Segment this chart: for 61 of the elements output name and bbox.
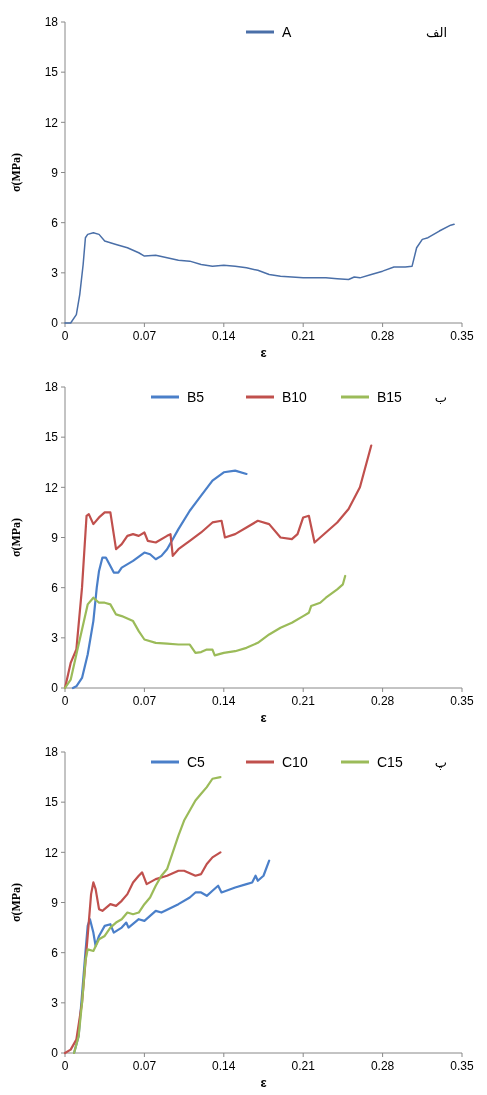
y-tick-label: 9 (51, 530, 59, 545)
x-tick-label: 0 (61, 694, 69, 708)
y-tick-label: 15 (44, 795, 59, 810)
y-tick-label: 18 (44, 15, 59, 30)
x-tick-label: 0.28 (370, 1059, 395, 1073)
y-tick-label: 3 (51, 996, 59, 1011)
y-tick-label: 15 (44, 65, 59, 80)
y-tick-label: 12 (44, 845, 59, 860)
legend-label: C10 (282, 753, 308, 770)
x-tick-label: 0.07 (132, 694, 157, 708)
y-tick-label: 3 (51, 631, 59, 646)
x-tick-label: 0.14 (212, 694, 236, 708)
y-tick-label: 0 (51, 1046, 59, 1061)
x-tick-label: 0.21 (291, 329, 316, 343)
line-series (63, 574, 347, 690)
x-tick-label: 0.35 (450, 329, 474, 343)
legend-label: B10 (282, 388, 308, 405)
y-tick-label: 18 (44, 745, 59, 760)
y-tick-label: 12 (44, 115, 59, 130)
legend-label: C5 (187, 753, 206, 770)
x-tick-label: 0.28 (370, 694, 395, 708)
y-tick-label: 18 (44, 380, 59, 395)
line-series (72, 775, 222, 1055)
y-tick-label: 9 (51, 895, 59, 910)
y-tick-label: 3 (51, 266, 59, 281)
x-tick-label: 0.07 (132, 1059, 157, 1073)
x-tick-label: 0.14 (212, 1059, 236, 1073)
y-tick-label: 0 (51, 681, 59, 696)
x-tick-label: 0.35 (450, 1059, 474, 1073)
annotation: ب (434, 389, 447, 405)
x-tick-label: 0.35 (450, 694, 474, 708)
annotation: پ (434, 754, 447, 770)
x-tick-label: 0.07 (132, 329, 157, 343)
y-tick-label: 6 (51, 215, 59, 230)
x-tick-label: 0.28 (370, 329, 395, 343)
y-tick-label: 0 (51, 316, 59, 331)
x-tick-label: 0.21 (291, 1059, 316, 1073)
y-axis-title: σ(MPa) (9, 152, 23, 193)
y-tick-label: 9 (51, 165, 59, 180)
line-series (63, 851, 222, 1055)
y-tick-label: 12 (44, 480, 59, 495)
y-tick-label: 6 (51, 580, 59, 595)
annotation: الف (425, 24, 447, 40)
x-axis-title: ε (260, 1075, 267, 1090)
line-series (63, 444, 373, 690)
x-tick-label: 0.21 (291, 694, 316, 708)
x-axis-title: ε (260, 710, 267, 725)
y-tick-label: 6 (51, 945, 59, 960)
line-series (71, 469, 248, 690)
x-axis-title: ε (260, 345, 267, 360)
y-axis-title: σ(MPa) (9, 517, 23, 558)
line-series (64, 223, 455, 324)
x-tick-label: 0.14 (212, 329, 236, 343)
y-tick-label: 15 (44, 430, 59, 445)
legend-label: C15 (377, 753, 403, 770)
legend-label: A (282, 23, 292, 40)
x-tick-label: 0 (61, 329, 69, 343)
legend-label: B15 (377, 388, 403, 405)
y-axis-title: σ(MPa) (9, 882, 23, 923)
x-tick-label: 0 (61, 1059, 69, 1073)
legend-label: B5 (187, 388, 205, 405)
